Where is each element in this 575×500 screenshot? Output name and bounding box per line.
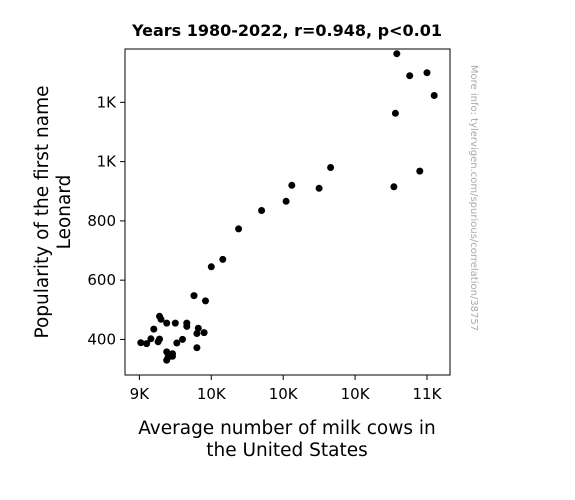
x-tick-label-1: 10K [197,385,227,403]
x-axis-label-line-1: Average number of milk cows in [138,418,436,439]
y-tick-label-0: 400 [87,330,116,348]
data-point-26 [219,255,227,263]
chart-title: Years 1980-2022, r=0.948, p<0.01 [131,21,442,40]
data-point-0 [137,339,145,347]
data-point-19 [190,292,198,300]
data-point-38 [423,69,431,77]
data-point-29 [282,197,290,205]
watermark-text: More info: tylervigen.com/spurious/corre… [468,65,479,331]
data-point-35 [393,50,401,58]
data-point-20 [193,344,201,352]
data-point-33 [390,183,398,191]
data-point-9 [163,348,171,356]
data-point-13 [169,352,176,360]
plot-frame [124,48,451,376]
data-point-36 [406,72,414,80]
data-point-24 [202,297,209,305]
x-axis-label-line-2: the United States [206,440,368,461]
watermark: More info: tylervigen.com/spurious/corre… [468,65,479,331]
data-point-23 [200,329,208,337]
data-point-5 [156,335,163,343]
y-tick-label-3: 1K [97,153,118,171]
y-tick-label-2: 800 [87,212,116,230]
data-point-31 [315,184,323,192]
y-axis-label-line-1: Popularity of the first name [32,85,53,338]
data-point-16 [179,335,186,343]
data-point-22 [194,324,202,332]
x-tick-label-2: 10K [269,385,299,403]
x-tick-label-3: 10K [341,385,371,403]
data-point-37 [416,167,424,175]
data-point-39 [430,92,438,99]
data-point-8 [163,319,171,327]
data-point-28 [258,207,266,214]
data-point-21 [193,330,201,337]
y-tick-label-4: 1K [97,93,118,111]
ticks-layer: 9K 10K 10K 10K 11K 400 600 800 1K 1K [87,93,442,403]
data-point-30 [288,181,296,189]
data-point-3 [150,325,158,333]
data-point-25 [207,263,215,271]
data-point-14 [173,339,181,347]
data-point-15 [171,319,179,327]
data-point-34 [391,109,399,117]
y-tick-label-1: 600 [87,271,116,289]
data-point-1 [143,340,151,348]
points-layer [137,50,438,364]
data-point-27 [235,225,243,233]
x-tick-label-0: 9K [130,385,151,403]
x-tick-label-4: 11K [413,385,443,403]
y-axis-label: Popularity of the first name Leonard [32,85,75,338]
data-point-7 [157,315,165,323]
y-axis-label-line-2: Leonard [54,175,75,250]
data-point-2 [147,335,155,343]
data-point-18 [183,322,191,330]
data-point-32 [327,164,335,171]
